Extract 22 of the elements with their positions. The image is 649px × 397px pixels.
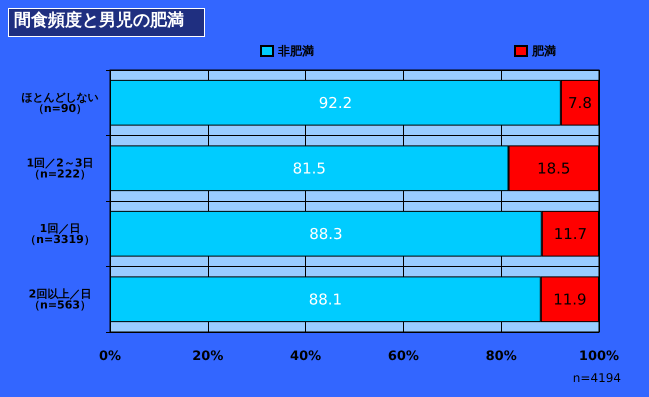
y-tick-label: 2回以上／日（n=563） [28, 287, 92, 312]
data-label: 18.5 [537, 159, 570, 178]
legend-label: 非肥満 [277, 44, 314, 58]
legend-label: 肥満 [531, 44, 556, 58]
data-label: 11.9 [553, 290, 587, 308]
y-tick-label: 1回／2～3日（n=222） [26, 156, 94, 180]
data-label: 11.7 [554, 224, 588, 243]
x-tick-label: 100% [578, 349, 620, 364]
data-label: 92.2 [318, 94, 352, 112]
text: n=4194 [572, 371, 622, 385]
x-tick-label: 60% [388, 349, 419, 364]
x-tick-label: 20% [192, 349, 224, 364]
x-tick-label: 80% [486, 349, 517, 364]
chart-title: 間食頻度と男児の肥満 [14, 10, 184, 30]
data-label: 88.3 [309, 224, 343, 243]
data-label: 81.5 [292, 159, 326, 178]
data-label: 7.8 [568, 94, 592, 112]
y-tick-label: 1回／日（n=3319） [25, 222, 95, 246]
y-tick-label: ほとんどしない（n=90） [22, 90, 98, 115]
data-label: 88.1 [308, 290, 342, 308]
x-tick-label: 40% [290, 349, 322, 364]
x-tick-label: 0% [98, 349, 122, 364]
